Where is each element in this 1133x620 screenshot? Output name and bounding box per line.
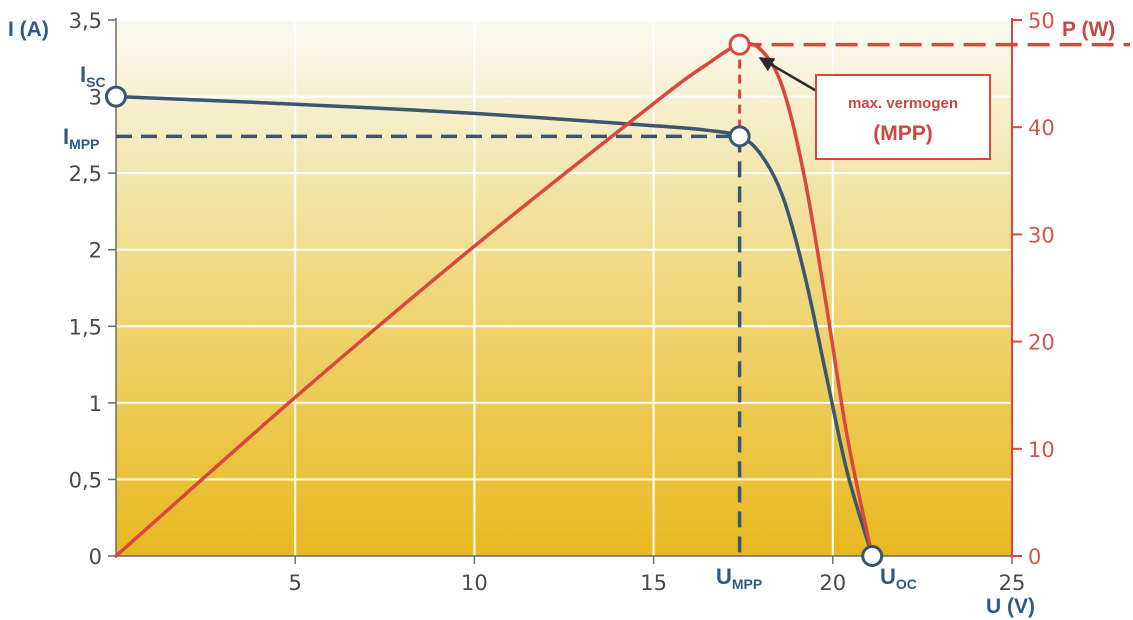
x-tick-label: 10 — [461, 571, 488, 595]
y-left-tick-label: 2 — [89, 239, 102, 263]
y-right-tick-label: 20 — [1028, 331, 1055, 355]
x-tick-label: 5 — [289, 571, 302, 595]
y-left-tick-label: 3 — [89, 86, 102, 110]
x-tick-label: 20 — [819, 571, 846, 595]
y-right-axis-label: P (W) — [1062, 18, 1115, 41]
y-right-tick-label: 10 — [1028, 438, 1055, 462]
ticks: 0 0,5 1 1,5 2 2,5 3 3,5 0 10 20 30 40 50 5 10 15 20 25 — [69, 9, 1055, 595]
impp-marker — [728, 125, 751, 148]
annotation-line1: max. vermogen — [848, 95, 958, 112]
annotation-box — [815, 74, 991, 160]
pmpp-marker — [728, 33, 751, 56]
annotation-line2: (MPP) — [873, 122, 933, 145]
x-tick-label: 25 — [999, 571, 1026, 595]
isc-label: ISC — [80, 62, 106, 90]
uoc-label: UOC — [880, 564, 917, 592]
y-left-tick-label: 2,5 — [69, 162, 102, 186]
y-right-tick-label: 50 — [1028, 9, 1055, 33]
y-left-tick-label: 3,5 — [69, 9, 102, 33]
y-right-tick-label: 30 — [1028, 223, 1055, 247]
y-right-tick-label: 40 — [1028, 116, 1055, 140]
y-left-axis-label: I (A) — [8, 18, 49, 41]
y-left-tick-label: 0,5 — [69, 468, 102, 492]
annotation-arrow — [758, 56, 821, 95]
uoc-marker — [861, 545, 884, 567]
umpp-label: UMPP — [716, 564, 762, 592]
x-axis-label: U (V) — [986, 595, 1035, 618]
mpp-guide-lines — [116, 42, 1130, 556]
y-left-tick-label: 1,5 — [69, 315, 102, 339]
isc-marker — [105, 85, 127, 108]
point-markers — [105, 33, 884, 567]
y-left-tick-label: 0 — [89, 545, 102, 569]
impp-label: IMPP — [63, 124, 99, 152]
x-tick-label: 15 — [640, 571, 667, 595]
y-left-tick-label: 1 — [89, 392, 102, 416]
y-right-tick-label: 0 — [1028, 545, 1041, 569]
